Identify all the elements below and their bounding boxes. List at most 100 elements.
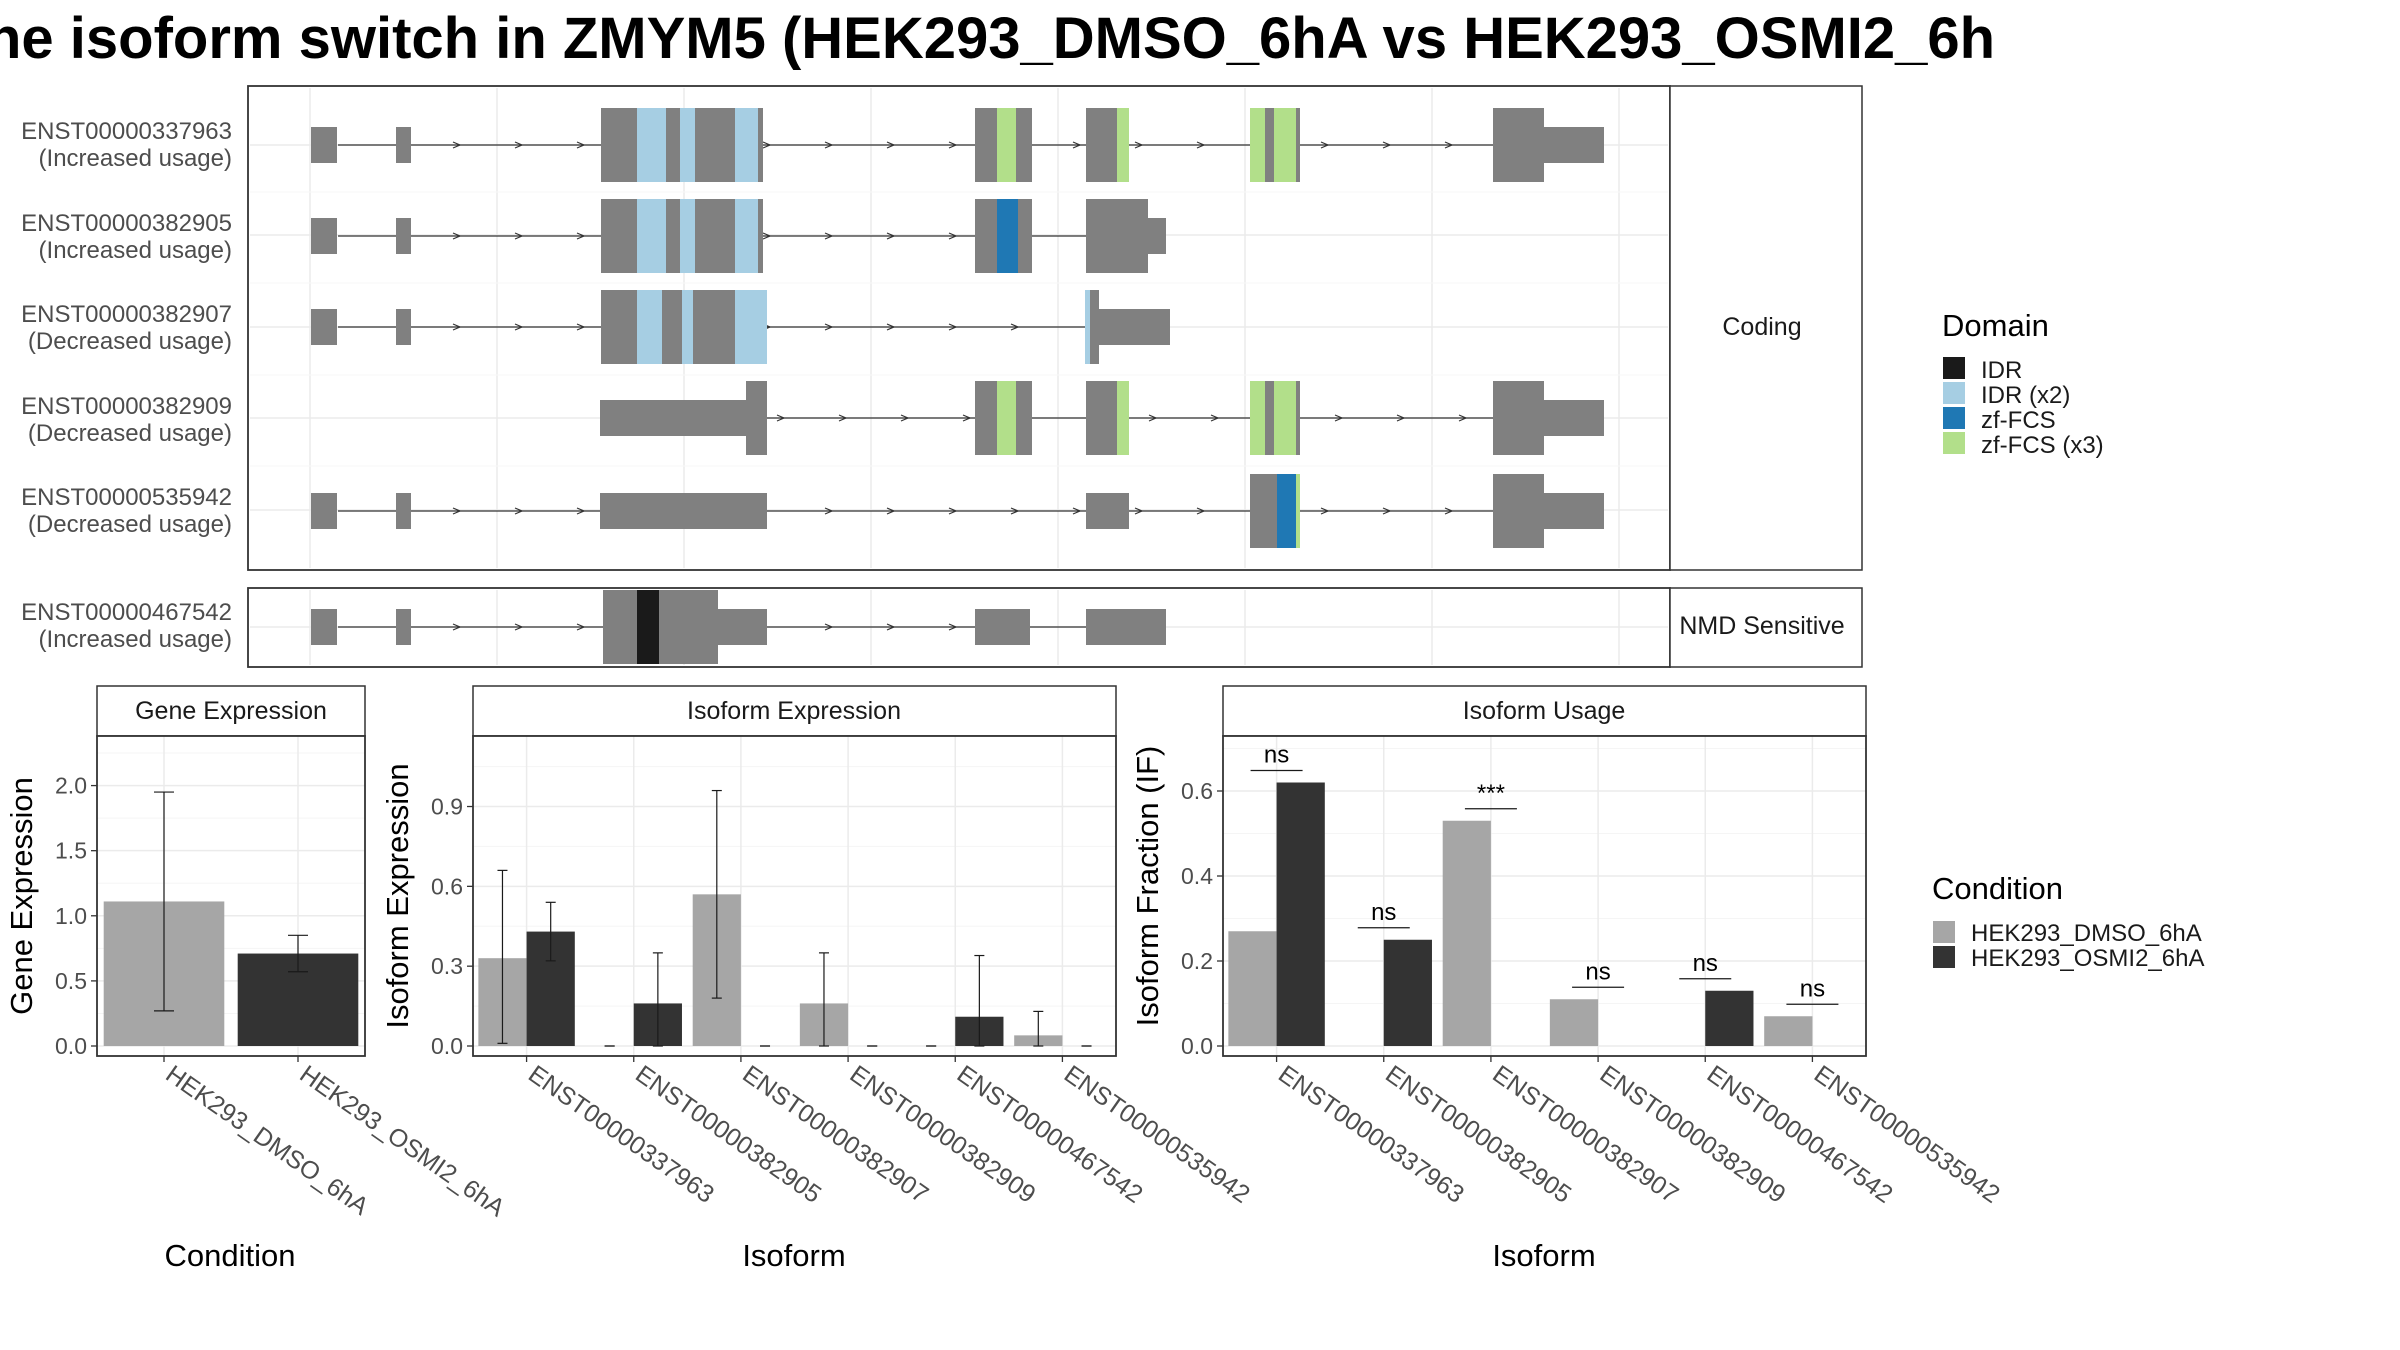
direction-arrow [1320, 507, 1330, 515]
direction-arrow [948, 323, 958, 331]
direction-arrow [1396, 414, 1406, 422]
domain-region [997, 108, 1016, 182]
exon [311, 127, 337, 163]
y-tick-label: 0.9 [431, 794, 463, 820]
direction-arrow [900, 414, 910, 422]
direction-arrow [886, 507, 896, 515]
significance-label: ns [1371, 899, 1396, 926]
isoform-usage-panel: Isoform Usage Isoform Isoform Fraction (… [1130, 685, 2005, 1273]
x-axis-title: Isoform [1492, 1238, 1595, 1273]
direction-arrow [948, 141, 958, 149]
domain-legend: Domain IDR IDR (x2) zf-FCS zf-FCS (x3) [1942, 308, 2104, 459]
bar [1276, 782, 1325, 1046]
bar [1228, 931, 1277, 1046]
panel-title: Gene Expression [135, 697, 327, 725]
direction-arrow [452, 141, 462, 149]
exon [311, 493, 337, 529]
exon [396, 493, 411, 529]
bar [1549, 999, 1599, 1046]
direction-arrow [514, 232, 524, 240]
domain-region [637, 108, 666, 182]
direction-arrow [886, 323, 896, 331]
legend-label: HEK293_OSMI2_6hA [1971, 945, 2204, 972]
legend-key-osmi2 [1933, 946, 1955, 968]
transcript-usage: (Increased usage) [39, 145, 232, 172]
legend-label: HEK293_DMSO_6hA [1971, 920, 2202, 947]
direction-arrow [962, 414, 972, 422]
direction-arrow [1334, 414, 1344, 422]
y-tick-label: 0.0 [55, 1033, 87, 1059]
panel-label-nmd: NMD Sensitive [1679, 612, 1844, 640]
y-tick-label: 0.5 [55, 968, 87, 994]
transcript-track [311, 108, 1604, 182]
domain-region [1274, 108, 1296, 182]
direction-arrow [1382, 507, 1392, 515]
exon [396, 218, 411, 254]
legend-label: IDR [1981, 357, 2022, 384]
direction-arrow [824, 623, 834, 631]
transcript-track [311, 590, 1166, 664]
plot-background [1223, 736, 1866, 1056]
direction-arrow [514, 507, 524, 515]
condition-legend-title: Condition [1932, 871, 2063, 906]
domain-region [997, 199, 1018, 273]
panel-title: Isoform Usage [1463, 697, 1626, 725]
x-axis-title: Isoform [742, 1238, 845, 1273]
plot-background [473, 736, 1116, 1056]
domain-region [637, 590, 659, 664]
panel-label-coding: Coding [1722, 313, 1801, 341]
transcript-structure-plot [247, 85, 1863, 668]
x-tick-label: ENST00000382909 [845, 1060, 1041, 1209]
x-tick-label: ENST00000382907 [737, 1060, 933, 1209]
exon [975, 609, 1030, 645]
exon [311, 218, 337, 254]
direction-arrow [824, 232, 834, 240]
y-axis-title: Isoform Fraction (IF) [1130, 746, 1165, 1027]
direction-arrow [1382, 141, 1392, 149]
domain-legend-title: Domain [1942, 308, 2049, 343]
domain-region [680, 199, 695, 273]
domain-region [1250, 108, 1265, 182]
direction-arrow [1072, 141, 1082, 149]
transcript-usage: (Increased usage) [39, 626, 232, 653]
direction-arrow [1444, 507, 1454, 515]
transcript-id: ENST00000382905 [21, 210, 232, 237]
direction-arrow [576, 507, 586, 515]
bar [1705, 990, 1754, 1046]
transcript-id: ENST00000467542 [21, 599, 232, 626]
direction-arrow [886, 232, 896, 240]
domain-region [682, 290, 693, 364]
direction-arrow [1196, 507, 1206, 515]
direction-arrow [452, 507, 462, 515]
direction-arrow [948, 507, 958, 515]
significance-label: ns [1585, 958, 1610, 985]
x-tick-label: ENST00000337963 [1273, 1060, 1469, 1209]
y-tick-label: 0.4 [1181, 863, 1213, 889]
y-tick-label: 0.2 [1181, 948, 1213, 974]
plot-frame [96, 735, 366, 1057]
exon [1148, 218, 1166, 254]
panel-frame-coding [247, 85, 1671, 571]
transcript-id: ENST00000382909 [21, 393, 232, 420]
exon [1088, 290, 1099, 364]
isoform-usage-chart: 0.00.20.40.6ENST00000337963ENST000003829… [1181, 735, 2005, 1209]
x-tick-label: ENST00000337963 [523, 1060, 719, 1209]
exon [746, 381, 767, 455]
direction-arrow [514, 623, 524, 631]
domain-region [1250, 381, 1265, 455]
direction-arrow [762, 232, 772, 240]
legend-label: IDR (x2) [1981, 382, 2070, 409]
direction-arrow [514, 323, 524, 331]
direction-arrow [1148, 414, 1158, 422]
y-tick-label: 2.0 [55, 773, 87, 799]
y-tick-label: 0.0 [1181, 1033, 1213, 1059]
direction-arrow [1210, 414, 1220, 422]
direction-arrow [948, 232, 958, 240]
transcript-id: ENST00000382907 [21, 301, 232, 328]
direction-arrow [1072, 507, 1082, 515]
direction-arrow [576, 323, 586, 331]
direction-arrow [948, 623, 958, 631]
significance-label: *** [1477, 780, 1505, 807]
direction-arrow [886, 141, 896, 149]
